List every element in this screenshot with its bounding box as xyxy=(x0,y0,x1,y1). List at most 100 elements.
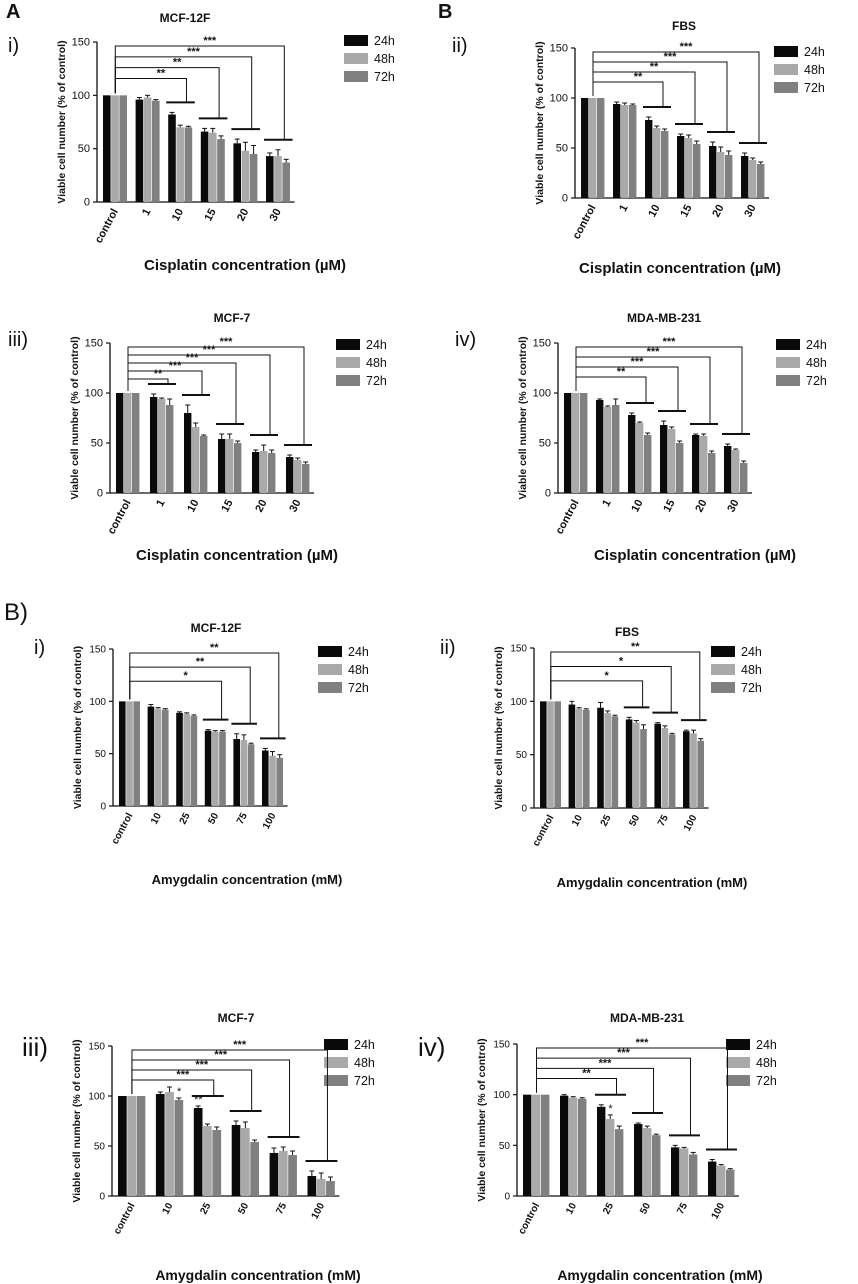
y-tick-label: 150 xyxy=(72,37,90,49)
legend-swatch-72h xyxy=(776,375,800,386)
legend-swatch-24h xyxy=(726,1039,750,1050)
bar-72h-control xyxy=(132,393,140,493)
x-tick-label: 1 xyxy=(617,203,630,214)
significance-label: ** xyxy=(631,641,640,653)
chart-title: FBS xyxy=(672,19,696,33)
legend-label: 48h xyxy=(374,52,395,66)
significance-bracket xyxy=(536,1067,654,1114)
legend-label: 24h xyxy=(354,1038,375,1052)
bar-24h-50 xyxy=(231,1125,241,1196)
bar-24h-10 xyxy=(147,706,155,806)
bar-48h-control xyxy=(532,1094,541,1196)
y-tick-label: 50 xyxy=(95,749,107,760)
figure-label-b: B xyxy=(438,1,452,23)
bar-48h-control xyxy=(127,1096,136,1196)
x-tick-label: 1 xyxy=(600,498,613,509)
bar-72h-30 xyxy=(282,162,290,202)
legend-label: 24h xyxy=(756,1038,777,1052)
x-tick-label: 15 xyxy=(678,203,694,219)
bar-star: * xyxy=(177,1086,182,1098)
bar-24h-20 xyxy=(692,435,700,493)
bar-48h-10 xyxy=(636,423,644,493)
significance-bracket xyxy=(550,651,701,721)
bar-48h-50 xyxy=(241,1128,250,1196)
bar-24h-10 xyxy=(184,413,192,493)
figure-label-b-amygdalin: B) xyxy=(4,599,28,626)
significance-bracket xyxy=(592,71,696,124)
bar-48h-100 xyxy=(269,755,276,806)
x-tick-label: 20 xyxy=(693,498,709,514)
bar-24h-10 xyxy=(155,1094,165,1196)
x-axis-label: Amygdalin concentration (mM) xyxy=(557,1267,762,1283)
significance-bracket xyxy=(131,1049,328,1161)
bar-24h-1 xyxy=(135,99,144,202)
significance-bracket xyxy=(131,1069,253,1111)
bar-24h-25 xyxy=(597,707,604,808)
x-tick-label: 10 xyxy=(161,1201,176,1216)
bar-48h-25 xyxy=(606,1118,615,1196)
bar-48h-50 xyxy=(643,1128,652,1196)
significance-label: *** xyxy=(186,352,200,364)
x-axis-label: Amygdalin concentration (mM) xyxy=(155,1267,360,1283)
chart-title: MDA-MB-231 xyxy=(610,1011,684,1025)
y-tick-label: 100 xyxy=(550,93,568,105)
bar-72h-75 xyxy=(247,744,255,806)
y-axis-label: Viable cell number (% of control) xyxy=(534,41,546,204)
x-tick-label: 15 xyxy=(202,207,218,223)
panel-label: ii) xyxy=(440,637,456,659)
bar-24h-100 xyxy=(708,1161,717,1196)
bar-48h-25 xyxy=(203,1126,212,1196)
x-axis-label: Cisplatin concentration (µM) xyxy=(144,257,346,274)
legend-label: 24h xyxy=(366,338,387,352)
legend-label: 48h xyxy=(354,1056,375,1070)
bar-48h-100 xyxy=(717,1165,726,1196)
y-tick-label: 50 xyxy=(539,438,551,450)
y-tick-label: 50 xyxy=(499,1141,511,1152)
bar-24h-control xyxy=(564,393,572,493)
x-tick-label: control xyxy=(571,203,599,242)
legend-label: 72h xyxy=(366,374,387,388)
bar-72h-control xyxy=(133,701,140,806)
x-tick-label: 100 xyxy=(710,1201,728,1221)
bar-24h-75 xyxy=(233,739,240,806)
x-tick-label: 75 xyxy=(656,813,671,828)
chart-cis-mdamb231: iv) MDA-MB-231 0 50 100 150 Viable cell number… xyxy=(455,311,827,564)
significance-label: * xyxy=(619,655,624,667)
bar-24h-20 xyxy=(233,143,241,202)
bar-72h-10 xyxy=(644,435,652,493)
legend-swatch-48h xyxy=(776,357,800,368)
x-tick-label: control xyxy=(93,207,121,246)
bar-72h-10 xyxy=(174,1100,184,1196)
bar-72h-15 xyxy=(234,443,242,493)
bar-72h-10 xyxy=(162,709,169,806)
significance-label: *** xyxy=(663,336,677,348)
legend-swatch-72h xyxy=(324,1075,348,1086)
legend-label: 72h xyxy=(741,681,762,695)
legend-swatch-48h xyxy=(336,357,360,368)
x-tick-label: control xyxy=(110,811,136,846)
significance-label: ** xyxy=(196,656,205,668)
bar-24h-1 xyxy=(150,397,158,493)
significance-bracket xyxy=(131,1059,291,1137)
chart-amy-fbs: ii) FBS 0 50 100 150 Viable cell number (% of … xyxy=(440,625,762,890)
bar-48h-10 xyxy=(154,708,162,806)
bar-72h-100 xyxy=(726,1169,735,1196)
bar-24h-15 xyxy=(200,131,209,202)
bar-48h-1 xyxy=(158,399,166,493)
bar-72h-control xyxy=(136,1096,146,1196)
bar-72h-75 xyxy=(288,1155,297,1196)
significance-bracket xyxy=(592,51,760,143)
bar-72h-50 xyxy=(250,1142,259,1196)
bar-48h-1 xyxy=(621,105,629,198)
bar-24h-control xyxy=(103,95,111,202)
y-tick-label: 50 xyxy=(91,438,103,450)
bar-72h-20 xyxy=(249,154,258,202)
bar-48h-50 xyxy=(633,722,640,808)
significance-label: * xyxy=(184,670,189,682)
bar-72h-control xyxy=(119,95,127,202)
bar-48h-20 xyxy=(700,436,708,493)
x-tick-label: 20 xyxy=(253,498,269,514)
x-tick-label: 75 xyxy=(274,1201,289,1216)
y-tick-label: 150 xyxy=(493,1040,510,1051)
